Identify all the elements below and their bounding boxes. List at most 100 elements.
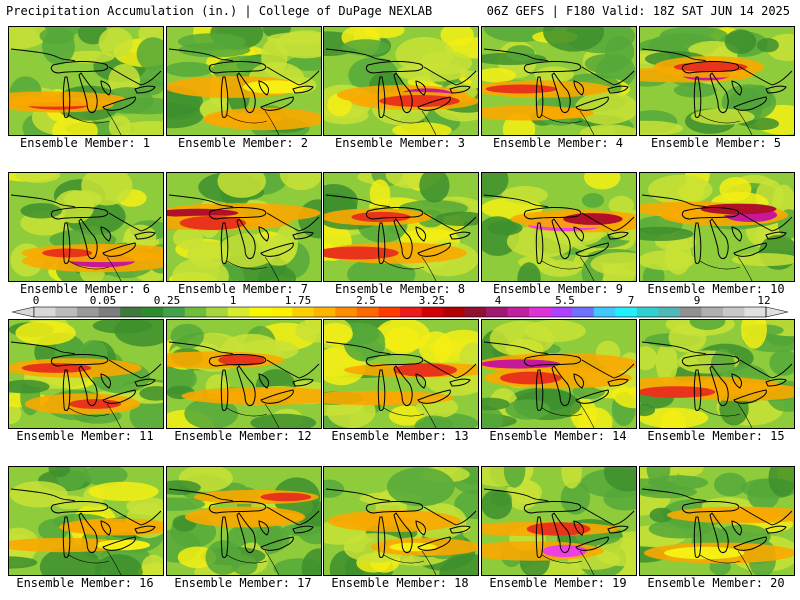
ensemble-member-label: Ensemble Member: 13 [331,429,469,443]
precip-map [482,173,636,281]
colorbar-swatch [421,307,444,317]
colorbar-tick-label: 0.25 [153,294,181,307]
colorbar-tick-label: 7 [627,294,635,307]
ensemble-map-panel [323,26,479,136]
colorbar-tick-label: 4 [494,294,502,307]
colorbar-tick-label: 0 [32,294,40,307]
precip-map [9,27,163,135]
colorbar-tick-label: 12 [757,294,771,307]
ensemble-map-panel [639,172,795,282]
colorbar-swatch [658,307,681,317]
colorbar-max-arrow [765,306,788,318]
ensemble-member-label: Ensemble Member: 2 [177,136,309,150]
ensemble-map-panel [8,466,164,576]
colorbar-tick-label: 5.5 [555,294,575,307]
ensemble-map-panel [323,319,479,429]
colorbar-tick-label: 3.25 [418,294,446,307]
colorbar-swatch [744,307,767,317]
ensemble-member-label: Ensemble Member: 1 [19,136,151,150]
ensemble-map-panel [166,26,322,136]
colorbar-tick-label: 2.5 [356,294,376,307]
ensemble-member-label: Ensemble Member: 14 [489,429,627,443]
ensemble-member-label: Ensemble Member: 17 [174,576,312,590]
colorbar-swatch [356,307,379,317]
ensemble-map-panel [639,26,795,136]
ensemble-map-panel [323,172,479,282]
ensemble-member-label: Ensemble Member: 5 [650,136,782,150]
ensemble-member-label: Ensemble Member: 9 [492,282,624,296]
ensemble-map-panel [8,26,164,136]
precip-map [9,173,163,281]
colorbar-swatch [486,307,508,317]
ensemble-map-panel [481,26,637,136]
ensemble-member-label: Ensemble Member: 19 [489,576,627,590]
colorbar-swatch [77,307,99,317]
colorbar-swatch [722,307,745,317]
colorbar-swatch [98,307,121,317]
precip-map [167,27,321,135]
precip-map [167,467,321,575]
colorbar-tick-label: 9 [693,294,701,307]
colorbar-swatch [507,307,530,317]
ensemble-member-label: Ensemble Member: 11 [16,429,154,443]
colorbar-tick-label: 1.75 [284,294,312,307]
colorbar-swatch [270,307,293,317]
colorbar-swatch [636,307,659,317]
ensemble-map-panel [166,319,322,429]
ensemble-member-label: Ensemble Member: 20 [647,576,785,590]
precip-map [640,320,794,428]
colorbar-swatch [292,307,315,317]
ensemble-member-label: Ensemble Member: 15 [647,429,785,443]
ensemble-member-label: Ensemble Member: 7 [177,282,309,296]
colorbar-swatch [206,307,229,317]
ensemble-map-panel [8,319,164,429]
ensemble-map-panel [481,319,637,429]
chart-title: Precipitation Accumulation (in.) | Colle… [6,4,433,18]
colorbar-tick-label: 0.05 [89,294,117,307]
ensemble-member-label: Ensemble Member: 3 [334,136,466,150]
ensemble-map-panel [639,466,795,576]
ensemble-member-label: Ensemble Member: 8 [334,282,466,296]
ensemble-member-label: Ensemble Member: 6 [19,282,151,296]
colorbar-swatch [529,307,552,317]
colorbar-tick-label: 1 [229,294,237,307]
precip-map [324,27,478,135]
precip-map [167,320,321,428]
ensemble-map-panel [166,172,322,282]
precip-map [482,320,636,428]
colorbar-swatch [550,307,573,317]
colorbar-swatch [184,307,207,317]
ensemble-map-panel [639,319,795,429]
colorbar-swatch [701,307,724,317]
colorbar-swatch [227,307,250,317]
ensemble-member-label: Ensemble Member: 4 [492,136,624,150]
colorbar-swatch [464,307,487,317]
ensemble-map-panel [323,466,479,576]
ensemble-map-panel [166,466,322,576]
ensemble-map-panel [8,172,164,282]
precip-map [324,467,478,575]
precip-map [640,27,794,135]
colorbar-swatch [141,307,164,317]
colorbar-swatch [34,307,56,317]
precip-map [640,467,794,575]
precip-map [167,173,321,281]
colorbar-swatch [120,307,142,317]
ensemble-member-label: Ensemble Member: 10 [647,282,785,296]
colorbar-swatch [679,307,702,317]
ensemble-map-panel [481,466,637,576]
ensemble-map-panel [481,172,637,282]
colorbar-swatch [572,307,595,317]
colorbar-swatch [615,307,638,317]
colorbar-swatch [249,307,272,317]
ensemble-member-label: Ensemble Member: 12 [174,429,312,443]
ensemble-member-label: Ensemble Member: 16 [16,576,154,590]
ensemble-member-label: Ensemble Member: 18 [331,576,469,590]
colorbar-swatch [335,307,358,317]
colorbar-swatch [55,307,78,317]
precip-map [482,27,636,135]
precip-map [9,467,163,575]
precip-colorbar [12,306,788,318]
colorbar-swatch [593,307,616,317]
precip-map [324,173,478,281]
